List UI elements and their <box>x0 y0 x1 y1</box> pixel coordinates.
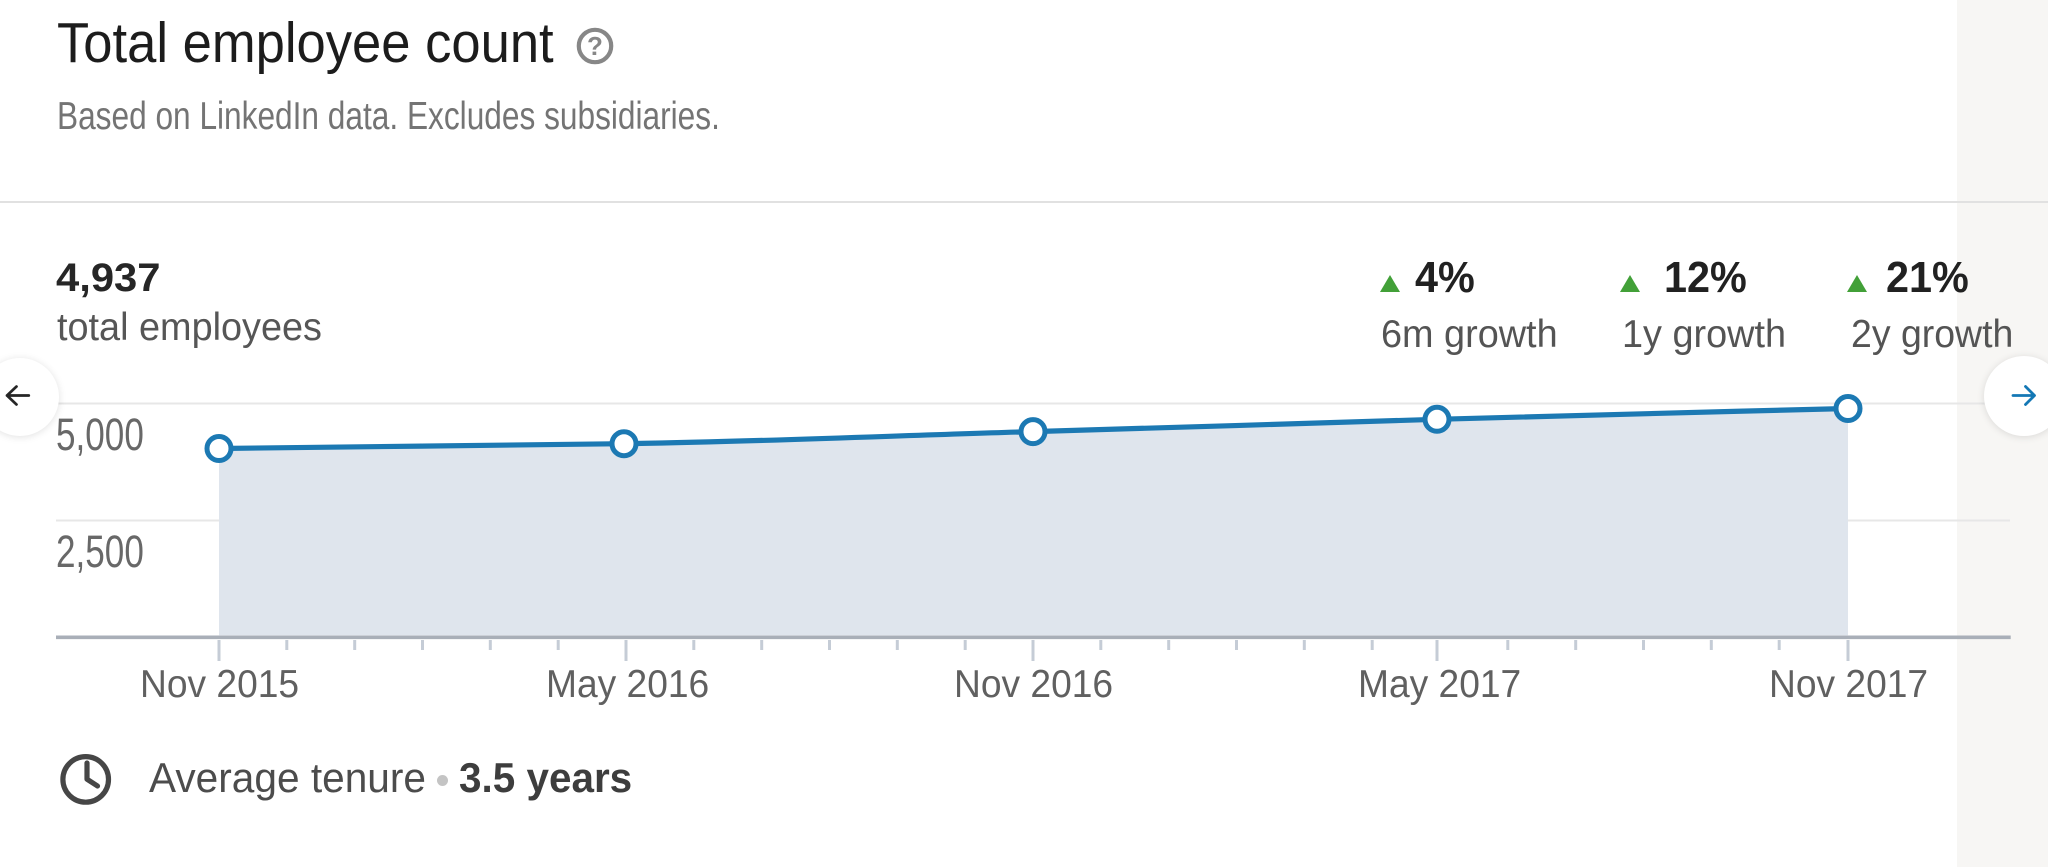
svg-text:?: ? <box>587 31 603 61</box>
